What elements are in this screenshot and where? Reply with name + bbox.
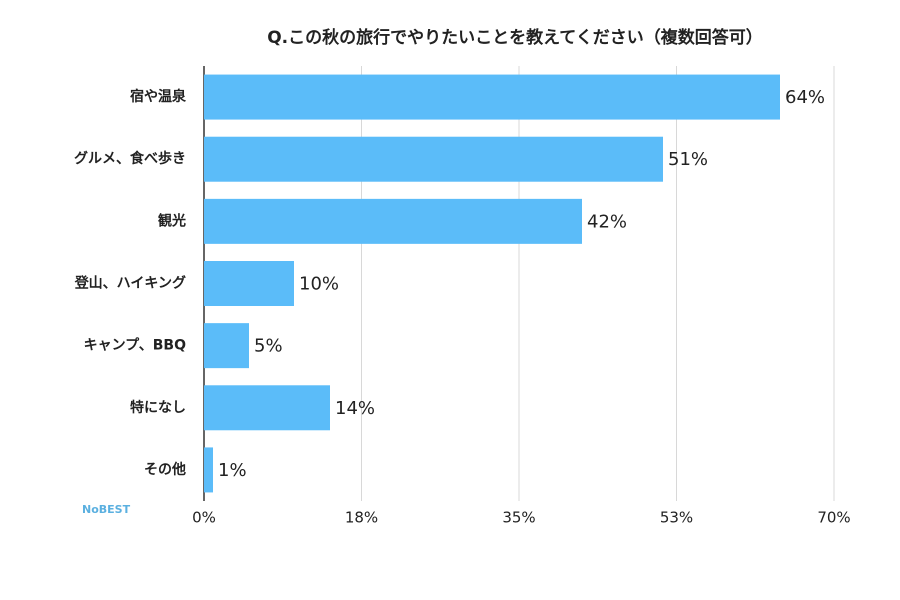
x-tick-label: 35% xyxy=(502,509,535,527)
y-tick-label: その他 xyxy=(144,461,186,478)
x-tick-label: 0% xyxy=(192,509,216,527)
value-label: 51% xyxy=(668,149,708,170)
y-tick-label: 観光 xyxy=(158,212,186,229)
y-tick-label: キャンプ、BBQ xyxy=(84,338,187,354)
value-label: 10% xyxy=(299,274,339,295)
value-label: 14% xyxy=(335,398,375,419)
y-tick-label: 宿や温泉 xyxy=(130,88,187,105)
bar xyxy=(204,323,249,369)
bar xyxy=(204,385,330,431)
bar xyxy=(204,447,213,493)
chart-title: Q.この秋の旅行でやりたいことを教えてください（複数回答可） xyxy=(267,27,763,48)
bar xyxy=(204,136,663,182)
bar xyxy=(204,198,582,244)
y-tick-label: 登山、ハイキング xyxy=(74,275,186,292)
y-tick-label: 特になし xyxy=(130,399,186,416)
value-label: 64% xyxy=(785,87,825,108)
x-tick-label: 53% xyxy=(660,509,693,527)
y-tick-label: グルメ、食べ歩き xyxy=(74,150,186,167)
value-label: 1% xyxy=(218,460,247,481)
value-label: 5% xyxy=(254,336,283,357)
bar xyxy=(204,261,294,306)
x-tick-label: 18% xyxy=(345,509,378,527)
bar xyxy=(204,74,780,120)
x-tick-label: 70% xyxy=(817,509,850,527)
logo: NoBEST xyxy=(82,503,131,516)
value-label: 42% xyxy=(587,211,627,232)
